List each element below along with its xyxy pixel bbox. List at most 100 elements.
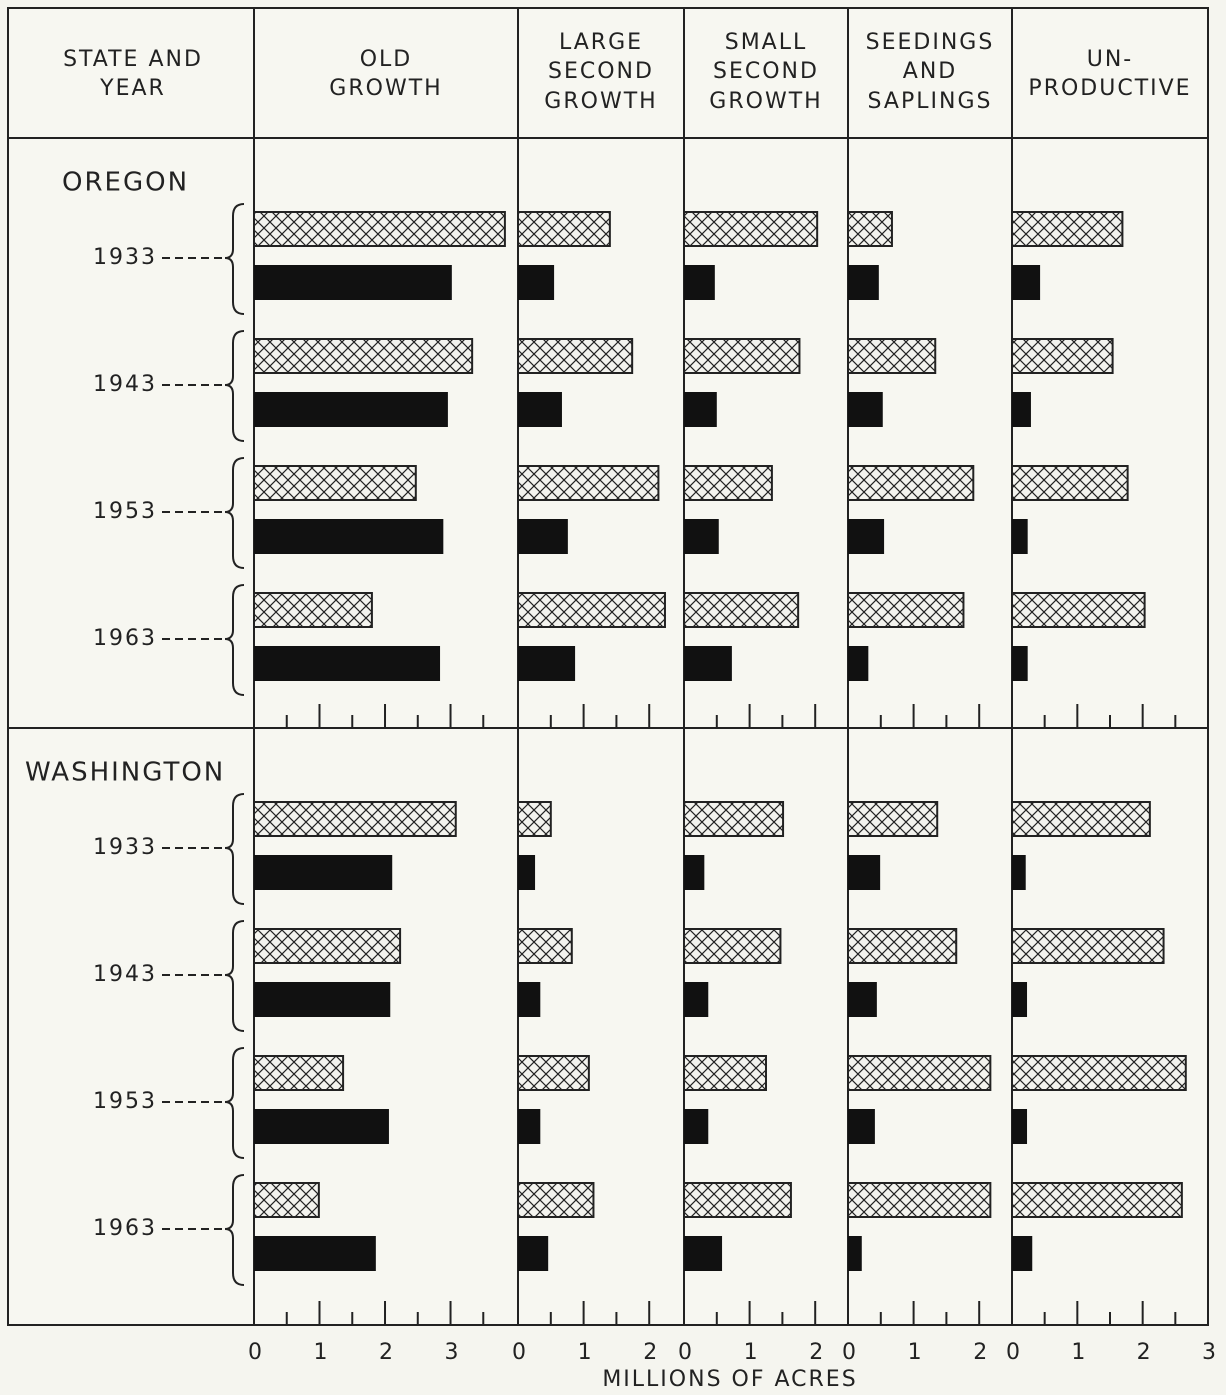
- solid-bar: [848, 1236, 862, 1271]
- solid-bar: [254, 1236, 376, 1271]
- year-label: 1963: [93, 626, 157, 651]
- column-title: PRODUCTIVE: [1028, 76, 1191, 101]
- hatched-bar: [1011, 211, 1124, 247]
- solid-bar: [1012, 646, 1028, 681]
- column-title: SECOND: [713, 59, 819, 84]
- column-title: GROWTH: [709, 89, 822, 114]
- hatched-bar: [1011, 928, 1165, 964]
- hatched-bar: [847, 801, 939, 837]
- header-title: STATE AND: [63, 47, 203, 72]
- hatched-bar: [253, 1055, 345, 1091]
- header-title: YEAR: [99, 76, 166, 101]
- solid-bar: [254, 265, 452, 300]
- solid-bar: [1012, 519, 1028, 554]
- x-tick-label: 2: [379, 1340, 395, 1365]
- hatched-bar: [1011, 338, 1114, 374]
- hatched-bar: [517, 211, 611, 247]
- hatched-bar: [253, 211, 506, 247]
- solid-bar: [848, 646, 869, 681]
- hatched-bar: [1011, 465, 1129, 501]
- x-tick-label: 2: [1137, 1340, 1153, 1365]
- hatched-bar: [683, 801, 785, 837]
- solid-bar: [254, 1109, 389, 1144]
- hatched-bar: [1011, 801, 1151, 837]
- x-tick-label: 1: [578, 1340, 594, 1365]
- solid-bar: [1012, 1236, 1033, 1271]
- hatched-bar: [253, 592, 373, 628]
- x-tick-label: 1: [1071, 1340, 1087, 1365]
- solid-bar: [1012, 1109, 1028, 1144]
- column-title: OLD: [360, 47, 413, 72]
- solid-bar: [684, 982, 709, 1017]
- solid-bar: [848, 392, 883, 427]
- solid-bar: [518, 392, 562, 427]
- hatched-bar: [1011, 1055, 1187, 1091]
- hatched-bar: [253, 1182, 320, 1218]
- x-tick-label: 0: [842, 1340, 858, 1365]
- year-label: 1933: [93, 245, 157, 270]
- solid-bar: [254, 519, 444, 554]
- column-title: SECOND: [548, 59, 654, 84]
- hatched-bar: [253, 465, 417, 501]
- hatched-bar: [847, 338, 937, 374]
- x-axis-title: MILLIONS OF ACRES: [602, 1367, 857, 1392]
- column-title: LARGE: [559, 30, 643, 55]
- hatched-bar: [683, 592, 800, 628]
- solid-bar: [518, 1109, 541, 1144]
- solid-bar: [848, 1109, 875, 1144]
- state-label: OREGON: [62, 168, 189, 198]
- hatched-bar: [517, 928, 573, 964]
- year-label: 1953: [93, 499, 157, 524]
- x-tick-label: 1: [908, 1340, 924, 1365]
- brace: [224, 1174, 245, 1286]
- hatched-bar: [847, 465, 975, 501]
- hatched-bar: [517, 465, 660, 501]
- hatched-bar: [683, 928, 782, 964]
- x-tick-label: 2: [643, 1340, 659, 1365]
- solid-bar: [848, 855, 881, 890]
- x-tick-label: 3: [445, 1340, 461, 1365]
- hatched-bar: [847, 211, 893, 247]
- solid-bar: [684, 519, 719, 554]
- hatched-bar: [683, 1182, 792, 1218]
- column-title: GROWTH: [544, 89, 657, 114]
- solid-bar: [684, 1109, 709, 1144]
- brace: [224, 457, 245, 569]
- hatched-bar: [847, 592, 965, 628]
- column-title: UN-: [1087, 47, 1134, 72]
- hatched-bar: [253, 801, 457, 837]
- brace: [224, 920, 245, 1032]
- x-tick-label: 0: [678, 1340, 694, 1365]
- hatched-bar: [847, 928, 958, 964]
- solid-bar: [518, 265, 555, 300]
- hatched-bar: [253, 928, 402, 964]
- solid-bar: [684, 265, 715, 300]
- hatched-bar: [683, 465, 773, 501]
- hatched-bar: [517, 1055, 590, 1091]
- column-title: SEEDINGS: [866, 30, 995, 55]
- year-label: 1933: [93, 835, 157, 860]
- x-tick-label: 3: [1202, 1340, 1218, 1365]
- solid-bar: [684, 855, 705, 890]
- year-label: 1943: [93, 962, 157, 987]
- hatched-bar: [847, 1182, 992, 1218]
- solid-bar: [684, 392, 717, 427]
- state-label: WASHINGTON: [25, 758, 225, 788]
- solid-bar: [518, 646, 576, 681]
- x-tick-label: 0: [1006, 1340, 1022, 1365]
- solid-bar: [848, 265, 879, 300]
- brace: [224, 584, 245, 696]
- solid-bar: [1012, 855, 1026, 890]
- hatched-bar: [683, 338, 801, 374]
- hatched-bar: [683, 211, 819, 247]
- column-title: SAPLINGS: [868, 89, 993, 114]
- year-label: 1953: [93, 1089, 157, 1114]
- x-tick-label: 0: [248, 1340, 264, 1365]
- hatched-bar: [1011, 592, 1146, 628]
- solid-bar: [848, 982, 877, 1017]
- brace: [224, 793, 245, 905]
- solid-bar: [684, 646, 732, 681]
- hatched-bar: [517, 338, 634, 374]
- column-title: SMALL: [725, 30, 808, 55]
- brace: [224, 1047, 245, 1159]
